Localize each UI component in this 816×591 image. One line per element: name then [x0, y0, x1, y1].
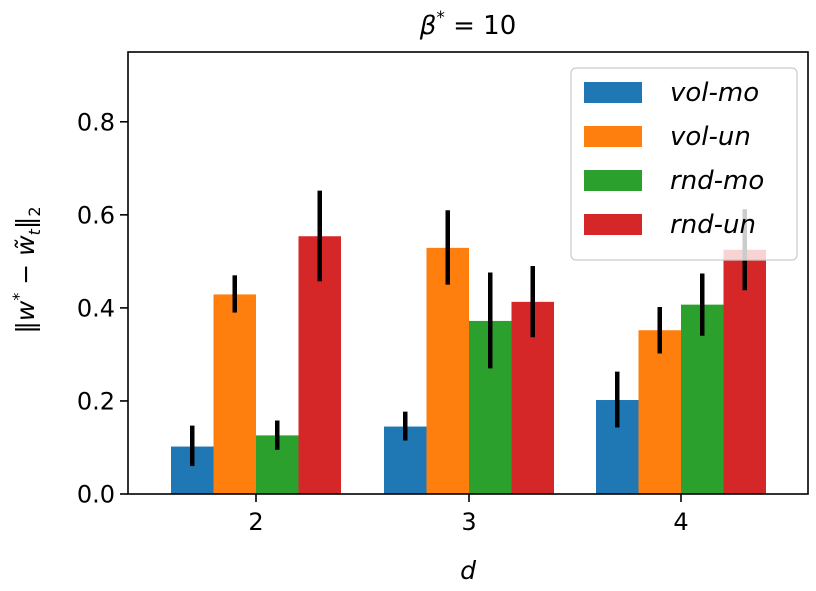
- x-axis-label: d: [460, 556, 476, 585]
- legend-label-vol-mo: vol-mo: [670, 78, 759, 108]
- x-ticks-group: 2 3 4: [248, 494, 689, 536]
- y-tick-label: 0.8: [77, 108, 115, 136]
- legend-label-rnd-un: rnd-un: [670, 210, 756, 240]
- x-tick-label: 2: [248, 508, 263, 536]
- bar-vol-un-d2: [213, 294, 256, 494]
- legend-swatch-vol-mo: [584, 82, 642, 103]
- y-ticks-group: 0.0 0.2 0.4 0.6 0.8: [77, 108, 128, 509]
- legend-label-vol-un: vol-un: [670, 122, 751, 152]
- y-tick-label: 0.2: [77, 387, 115, 415]
- x-tick-label: 3: [461, 508, 476, 536]
- bar-vol-un-d3: [426, 247, 469, 494]
- y-tick-label: 0.0: [77, 481, 115, 509]
- legend-swatch-rnd-mo: [584, 170, 642, 191]
- x-tick-label: 4: [673, 508, 688, 536]
- legend-box: [570, 67, 798, 261]
- bar-rnd-mo-d4: [681, 304, 724, 494]
- bar-vol-un-d4: [638, 330, 681, 494]
- legend-swatch-vol-un: [584, 126, 642, 147]
- bar-rnd-un-d4: [723, 249, 766, 494]
- y-axis-label: ‖w* − w̃t‖2: [9, 206, 44, 333]
- y-tick-label: 0.4: [77, 294, 115, 322]
- y-tick-label: 0.6: [77, 201, 115, 229]
- plot-frame: [127, 51, 809, 495]
- bars-group: [171, 236, 766, 495]
- legend-label-rnd-mo: rnd-mo: [670, 166, 764, 196]
- chart-title: β* = 10: [419, 8, 517, 41]
- legend: vol-mo vol-un rnd-mo rnd-un: [570, 67, 798, 261]
- legend-swatch-rnd-un: [584, 214, 642, 235]
